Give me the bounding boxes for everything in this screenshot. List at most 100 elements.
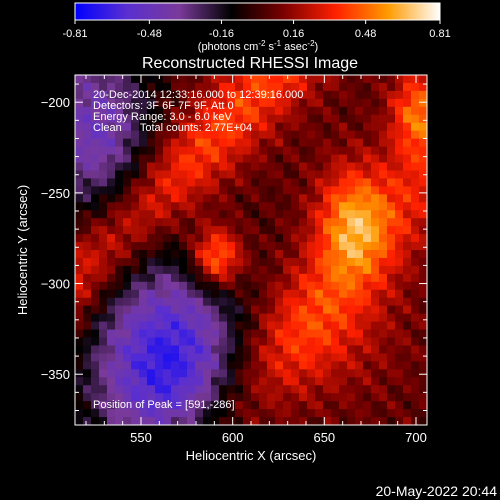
heatmap-cell bbox=[347, 361, 356, 370]
heatmap-cell bbox=[251, 265, 260, 275]
heatmap-cell bbox=[395, 98, 404, 108]
heatmap-cell bbox=[107, 377, 116, 386]
heatmap-cell bbox=[371, 114, 380, 124]
heatmap-cell bbox=[139, 337, 148, 346]
heatmap-cell bbox=[163, 321, 172, 330]
heatmap-cell bbox=[131, 321, 140, 330]
heatmap-cell bbox=[123, 106, 132, 116]
heatmap-cell bbox=[155, 218, 164, 227]
heatmap-cell bbox=[331, 154, 340, 163]
heatmap-cell bbox=[283, 82, 292, 92]
heatmap-cell bbox=[187, 162, 196, 171]
heatmap-cell bbox=[363, 202, 372, 211]
heatmap-cell bbox=[91, 289, 100, 299]
heatmap-cell bbox=[395, 337, 404, 346]
heatmap-cell bbox=[99, 337, 108, 346]
heatmap-cell bbox=[379, 146, 388, 155]
heatmap-cell bbox=[139, 226, 148, 235]
heatmap-cell bbox=[195, 305, 204, 315]
heatmap-cell bbox=[219, 345, 228, 354]
heatmap-cell bbox=[147, 90, 156, 100]
heatmap-cell bbox=[355, 297, 364, 307]
heatmap-cell bbox=[123, 210, 132, 219]
heatmap-cell bbox=[339, 337, 348, 346]
heatmap-cell bbox=[259, 218, 268, 227]
y-tick-label: −250 bbox=[41, 186, 70, 201]
heatmap-cell bbox=[83, 210, 92, 219]
heatmap-cell bbox=[99, 82, 108, 92]
heatmap-cell bbox=[163, 242, 172, 251]
heatmap-cell bbox=[75, 281, 84, 291]
heatmap-cell bbox=[107, 257, 116, 267]
heatmap-cell bbox=[219, 130, 228, 140]
heatmap-cell bbox=[387, 226, 396, 235]
heatmap-cell bbox=[387, 138, 396, 147]
heatmap-cell bbox=[139, 313, 148, 322]
heatmap-cell bbox=[323, 289, 332, 299]
heatmap-cell bbox=[235, 218, 244, 227]
heatmap-cell bbox=[195, 409, 204, 418]
heatmap-cell bbox=[171, 257, 180, 267]
heatmap-cell bbox=[307, 417, 316, 426]
heatmap-cell bbox=[411, 202, 420, 211]
heatmap-cell bbox=[259, 210, 268, 219]
heatmap-cell bbox=[355, 345, 364, 354]
heatmap-cell bbox=[403, 194, 412, 203]
heatmap-cell bbox=[163, 257, 172, 267]
heatmap-cell bbox=[291, 234, 300, 243]
heatmap-cell bbox=[243, 202, 252, 211]
heatmap-cell bbox=[187, 281, 196, 291]
heatmap-cell bbox=[115, 186, 124, 195]
heatmap-cell bbox=[211, 114, 220, 124]
heatmap-cell bbox=[251, 393, 260, 402]
heatmap-cell bbox=[259, 353, 268, 362]
heatmap-cell bbox=[171, 234, 180, 243]
heatmap-cell bbox=[251, 75, 260, 84]
heatmap-cell bbox=[107, 106, 116, 116]
heatmap-cell bbox=[307, 186, 316, 195]
heatmap-cell bbox=[347, 321, 356, 330]
heatmap-cell bbox=[371, 138, 380, 147]
heatmap-cell bbox=[235, 353, 244, 362]
heatmap-cell bbox=[419, 234, 428, 243]
heatmap-cell bbox=[147, 242, 156, 251]
heatmap-cell bbox=[339, 130, 348, 140]
heatmap-cell bbox=[243, 114, 252, 124]
heatmap-cell bbox=[379, 393, 388, 402]
heatmap-cell bbox=[275, 329, 284, 338]
heatmap-cell bbox=[171, 106, 180, 116]
heatmap-cell bbox=[187, 82, 196, 92]
heatmap-cell bbox=[75, 361, 84, 370]
heatmap-cell bbox=[187, 202, 196, 211]
heatmap-cell bbox=[291, 106, 300, 116]
heatmap-cell bbox=[347, 122, 356, 132]
heatmap-cell bbox=[403, 297, 412, 307]
annotation-time-range: 20-Dec-2014 12:33:16.000 to 12:39:16.000 bbox=[93, 89, 303, 101]
heatmap-cell bbox=[179, 297, 188, 307]
heatmap-cell bbox=[171, 337, 180, 346]
heatmap-cell bbox=[99, 385, 108, 394]
heatmap-cell bbox=[179, 90, 188, 100]
heatmap-cell bbox=[379, 178, 388, 187]
heatmap-cell bbox=[347, 82, 356, 92]
heatmap-cell bbox=[419, 82, 428, 92]
heatmap-cell bbox=[323, 409, 332, 418]
heatmap-cell bbox=[115, 361, 124, 370]
heatmap-cell bbox=[131, 417, 140, 426]
heatmap-cell bbox=[307, 146, 316, 155]
heatmap-cell bbox=[243, 361, 252, 370]
heatmap-cell bbox=[235, 393, 244, 402]
heatmap-cell bbox=[123, 401, 132, 410]
heatmap-cell bbox=[363, 289, 372, 299]
heatmap-cell bbox=[267, 234, 276, 243]
heatmap-cell bbox=[227, 75, 236, 84]
heatmap-cell bbox=[371, 417, 380, 426]
heatmap-cell bbox=[227, 106, 236, 116]
heatmap-cell bbox=[315, 242, 324, 251]
heatmap-cell bbox=[107, 297, 116, 307]
heatmap-cell bbox=[419, 305, 428, 315]
heatmap-cell bbox=[339, 361, 348, 370]
heatmap-cell bbox=[387, 82, 396, 92]
heatmap-cell bbox=[83, 82, 92, 92]
heatmap-cell bbox=[283, 321, 292, 330]
